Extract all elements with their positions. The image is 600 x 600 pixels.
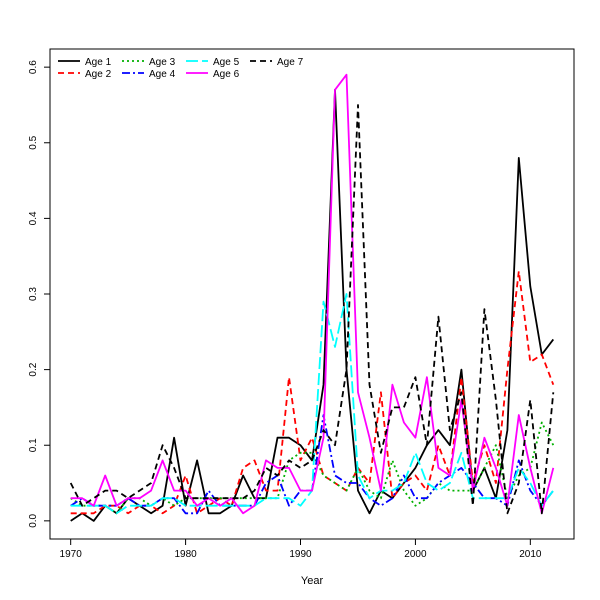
x-axis-label: Year [301, 575, 324, 587]
legend-label: Age 2 [85, 69, 112, 80]
legend-label: Age 6 [213, 69, 240, 80]
series-line-age-6 [70, 73, 555, 515]
legend-label: Age 5 [213, 57, 240, 68]
series-line-age-3 [70, 421, 555, 515]
legend-label: Age 3 [149, 57, 176, 68]
y-tick-label: 0.5 [28, 135, 39, 149]
y-tick-label: 0.2 [28, 362, 39, 376]
series-layer [69, 73, 555, 522]
y-tick-label: 0.1 [28, 438, 39, 452]
legend-label: Age 1 [85, 57, 112, 68]
y-tick-label: 0.0 [28, 513, 39, 527]
y-axis: 0.0 0.1 0.2 0.3 0.4 0.5 0.6 [28, 60, 50, 528]
x-tick-label: 1980 [174, 549, 197, 560]
x-axis: 1970 1980 1990 2000 2010 [60, 539, 542, 560]
x-tick-label: 2000 [404, 549, 427, 560]
y-tick-label: 0.3 [28, 287, 39, 301]
series-line-age-5 [70, 293, 555, 515]
y-tick-label: 0.4 [28, 211, 39, 225]
legend-label: Age 4 [149, 69, 176, 80]
series-line-age-7 [69, 104, 555, 515]
y-tick-label: 0.6 [28, 60, 39, 74]
x-tick-label: 2010 [519, 549, 542, 560]
x-tick-label: 1970 [60, 549, 83, 560]
legend-label: Age 7 [277, 57, 304, 68]
x-tick-label: 1990 [289, 549, 312, 560]
